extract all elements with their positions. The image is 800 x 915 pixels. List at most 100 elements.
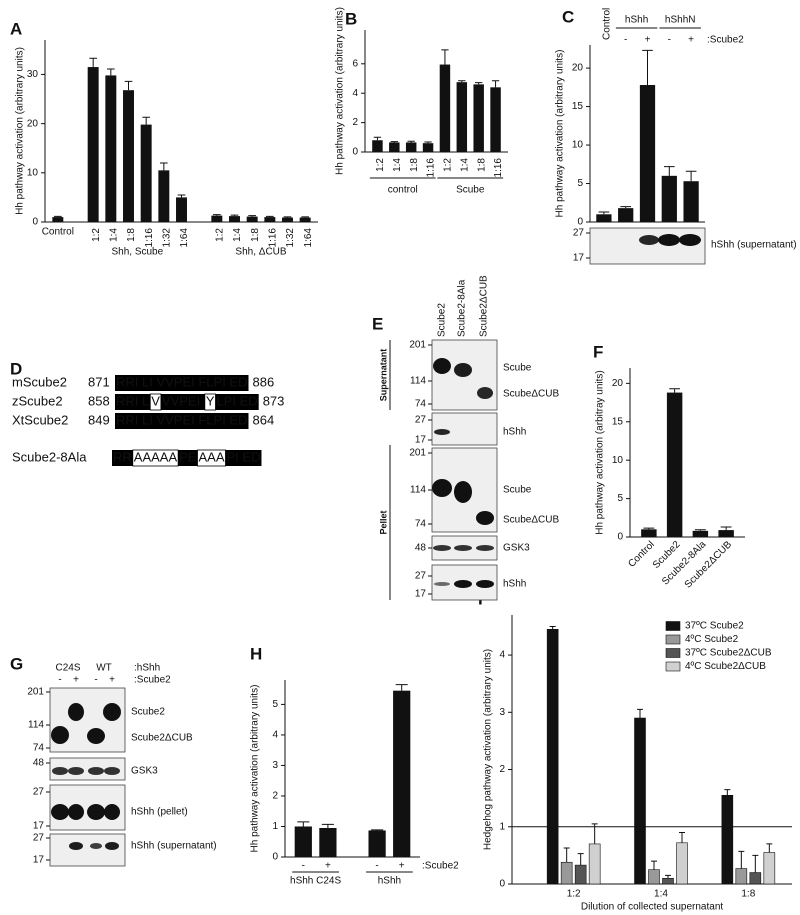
bar — [676, 842, 688, 885]
sequence-shade — [215, 394, 259, 410]
error-bar — [752, 854, 759, 873]
error-bar — [177, 194, 186, 198]
y-tick-label: 15 — [572, 101, 584, 112]
error-bar — [694, 529, 706, 531]
bar — [229, 216, 240, 222]
band — [51, 804, 69, 820]
band-label: GSK3 — [503, 543, 530, 554]
marker-label: 74 — [33, 743, 45, 754]
sequence-name: Scube2-8Ala — [12, 449, 87, 464]
band — [433, 545, 451, 551]
error-bar — [651, 860, 657, 870]
x-tick-label: 1:64 — [179, 228, 190, 248]
bar — [439, 64, 451, 152]
panel-letter: F — [593, 342, 603, 361]
x-tick-label: 1:8 — [250, 228, 261, 242]
band — [432, 479, 452, 497]
lane-label: - — [58, 675, 61, 686]
band — [454, 363, 472, 377]
bar — [393, 690, 411, 857]
error-bar — [371, 829, 384, 831]
sequence-end: 873 — [263, 393, 285, 408]
sequence-segment: RRI LI VVPEI FLPI ED — [116, 374, 248, 389]
x-tick-label: 1:4 — [392, 158, 403, 172]
error-bar — [424, 141, 432, 144]
x-tick-label: 1:2 — [91, 228, 102, 242]
band — [454, 580, 472, 588]
bar — [634, 717, 646, 885]
x-tick-label: - — [375, 861, 378, 872]
marker-label: 17 — [33, 821, 45, 832]
marker-label: 74 — [415, 399, 427, 410]
y-tick-label: 0 — [32, 217, 38, 228]
group-label: hShh C24S — [290, 876, 341, 887]
marker-label: 17 — [33, 855, 45, 866]
sequence-segment: AAAAA — [134, 449, 178, 464]
sequence-start: 849 — [88, 412, 110, 427]
sequence-segment: RRI L — [116, 393, 149, 408]
error-bar — [577, 853, 584, 866]
y-tick-label: 1 — [499, 821, 505, 832]
bar — [683, 181, 699, 222]
bar — [264, 217, 276, 222]
y-tick-label: 3 — [272, 760, 278, 771]
y-tick-label: 0 — [617, 532, 623, 543]
bar — [662, 877, 674, 885]
x-tick-label: + — [688, 35, 694, 46]
section-label: Pellet — [378, 510, 388, 534]
sequence-name: mScube2 — [12, 374, 67, 389]
x-tick-label: 1:2 — [567, 889, 581, 900]
error-bar — [598, 211, 610, 215]
blot — [589, 227, 706, 265]
sequence-segment: Y — [206, 393, 215, 408]
lane-label: Scube2 — [437, 303, 448, 337]
band-label: ScubeΔCUB — [503, 389, 559, 400]
x-tick-label: 1:8 — [476, 158, 487, 172]
band — [105, 842, 119, 850]
error-bar — [230, 214, 239, 217]
x-tick-label: 1:16 — [426, 158, 437, 178]
sequence-segment: VVPEI — [162, 393, 204, 408]
marker-label: 17 — [573, 253, 585, 264]
error-bar — [266, 215, 274, 218]
marker-label: 74 — [415, 519, 427, 530]
sequence-shade — [178, 450, 198, 466]
sequence-segment: RR — [113, 449, 132, 464]
sequence-end: 864 — [253, 412, 275, 427]
lane-label: Scube2-8Ala — [457, 279, 468, 337]
y-tick-label: 15 — [612, 416, 624, 427]
panel-letter: D — [10, 359, 22, 378]
y-tick-label: 10 — [27, 167, 39, 178]
bar — [596, 214, 612, 222]
x-tick-label: 1:16 — [144, 228, 155, 248]
band — [90, 843, 102, 849]
band-label: Scube2ΔCUB — [131, 733, 193, 744]
bar — [389, 142, 400, 152]
x-tick-label: Control — [42, 227, 74, 238]
x-tick-label: 1:2 — [443, 158, 454, 172]
y-tick-label: 0 — [352, 147, 358, 158]
bar — [158, 170, 170, 222]
y-tick-label: 5 — [617, 493, 623, 504]
error-bar — [160, 162, 168, 171]
error-bar — [720, 526, 732, 531]
group-label: Shh, ΔCUB — [235, 247, 286, 258]
x-axis-label: Dilution of collected supernatant — [581, 902, 724, 913]
bar — [490, 87, 501, 152]
x-tick-label: 1:64 — [303, 228, 314, 248]
group-label: hShhN — [665, 15, 696, 26]
lane-label: + — [109, 675, 115, 686]
note: :Scube2 — [422, 861, 459, 872]
band-label: Scube — [503, 363, 532, 374]
marker-label: 48 — [33, 758, 45, 769]
note: :Scube2 — [134, 675, 171, 686]
legend-swatch — [665, 648, 681, 658]
bar — [661, 175, 677, 222]
panel-letter: H — [250, 644, 262, 663]
error-bar — [390, 141, 398, 143]
sequence-segment: RRI LI VVPEI FLPI ED — [116, 412, 248, 427]
lane-label: Scube2ΔCUB — [479, 275, 490, 337]
band — [477, 387, 493, 399]
x-tick-label: 1:4 — [232, 228, 243, 242]
